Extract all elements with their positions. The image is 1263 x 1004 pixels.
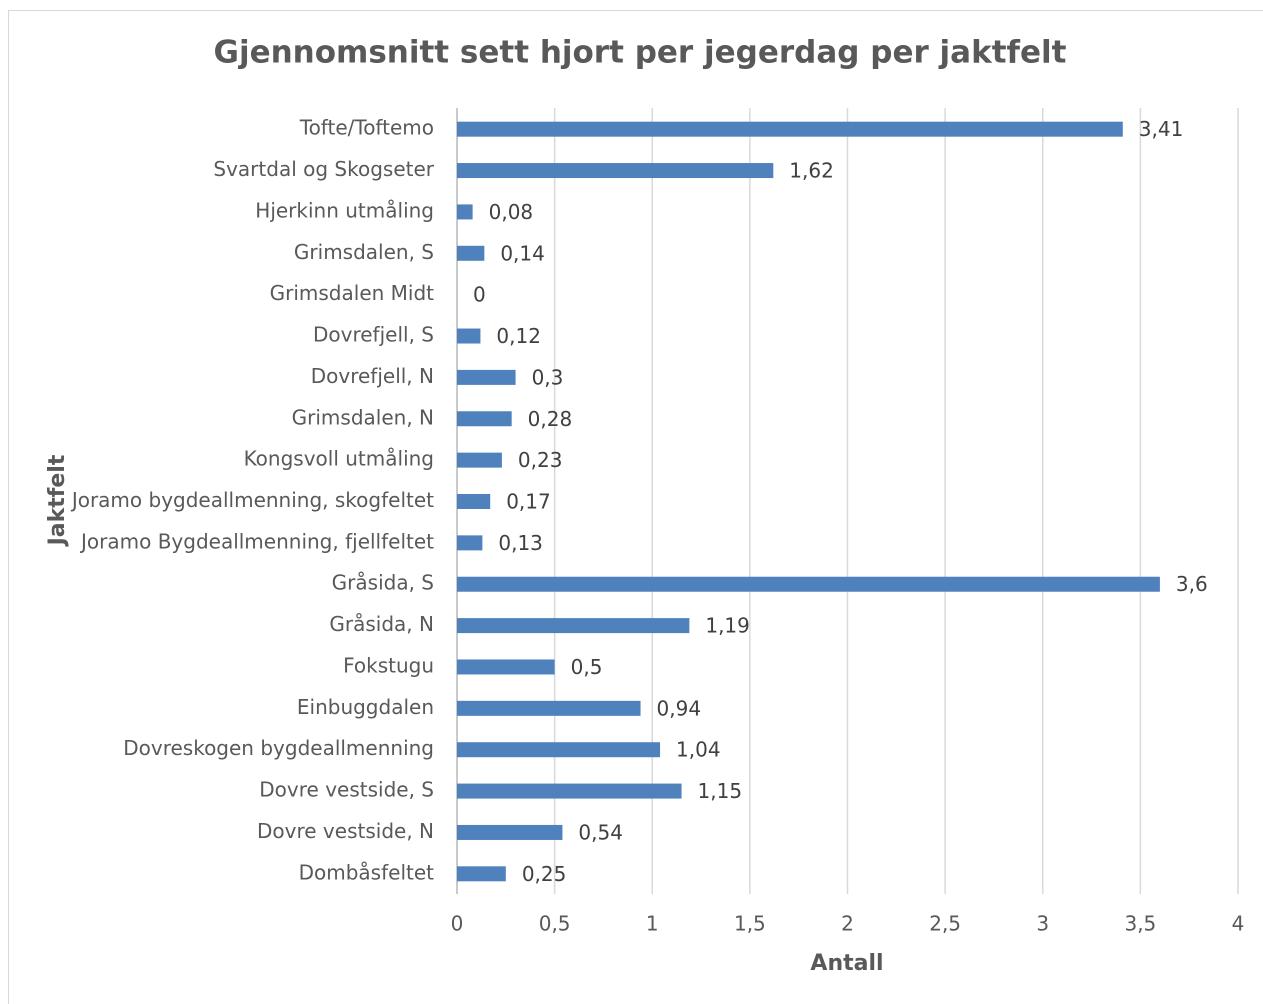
y-tick-label: Svartdal og Skogseter [213,157,434,181]
bar [457,535,483,551]
y-tick-label: Dovre vestside, N [257,819,434,843]
bar [457,204,473,220]
bar [457,659,555,675]
bar [457,245,485,261]
value-label: 0,08 [489,200,534,224]
bar [457,742,661,758]
bar [457,700,641,716]
x-tick-label: 0,5 [539,912,571,936]
value-label: 0 [473,283,486,307]
bar [457,824,563,840]
y-tick-label: Grimsdalen Midt [270,281,435,305]
y-tick-label: Joramo Bygdeallmenning, fjellfeltet [79,529,434,553]
y-tick-label: Dovrefjell, S [313,323,434,347]
y-axis-title: Jaktfelt [45,454,70,547]
x-tick-label: 3,5 [1124,912,1156,936]
x-tick-label: 2 [841,912,854,936]
value-label: 0,5 [571,655,603,679]
x-tick-label: 3 [1036,912,1049,936]
y-tick-label: Grimsdalen, N [292,405,434,429]
bar [457,328,481,344]
y-tick-label: Gråsida, N [329,612,434,636]
bar [457,411,512,427]
value-label: 1,15 [698,779,743,803]
chart-title: Gjennomsnitt sett hjort per jegerdag per… [214,35,1067,71]
value-label: 0,13 [498,531,543,555]
y-tick-label: Kongsvoll utmåling [244,447,434,471]
y-tick-label: Dovrefjell, N [311,364,434,388]
value-label: 1,19 [705,614,750,638]
value-label: 0,28 [528,407,573,431]
bar [457,576,1160,592]
value-label: 3,6 [1176,572,1208,596]
y-tick-label: Gråsida, S [332,571,434,595]
value-label: 0,3 [532,365,564,389]
bar [457,783,682,799]
value-label: 0,23 [518,448,563,472]
value-label: 1,62 [789,159,834,183]
bar [457,618,690,634]
bar [457,369,516,385]
bar [457,452,502,468]
x-tick-label: 0 [451,912,464,936]
y-tick-label: Dombåsfeltet [299,860,435,884]
y-tick-label: Hjerkinn utmåling [255,198,434,222]
bar [457,163,774,179]
y-tick-label: Einbuggdalen [297,695,434,719]
y-tick-label: Fokstugu [343,653,434,677]
x-tick-label: 4 [1232,912,1245,936]
y-tick-label: Grimsdalen, S [294,240,434,264]
value-label: 3,41 [1139,117,1184,141]
value-label: 0,54 [578,820,623,844]
value-label: 0,94 [657,696,702,720]
x-tick-label: 1 [646,912,659,936]
value-label: 0,17 [506,490,551,514]
bar [457,494,491,509]
x-axis-title: Antall [810,951,883,976]
value-label: 0,12 [496,324,541,348]
value-label: 1,04 [676,738,721,762]
bar [457,121,1123,137]
y-tick-label: Dovreskogen bygdeallmenning [123,736,434,760]
y-tick-label: Tofte/Toftemo [299,116,434,140]
x-tick-label: 2,5 [929,912,961,936]
y-tick-label: Joramo bygdeallmenning, skogfeltet [70,488,434,512]
value-label: 0,14 [500,241,545,265]
x-tick-label: 1,5 [734,912,766,936]
bar [457,866,506,882]
value-label: 0,25 [522,862,567,886]
y-tick-label: Dovre vestside, S [259,778,434,802]
